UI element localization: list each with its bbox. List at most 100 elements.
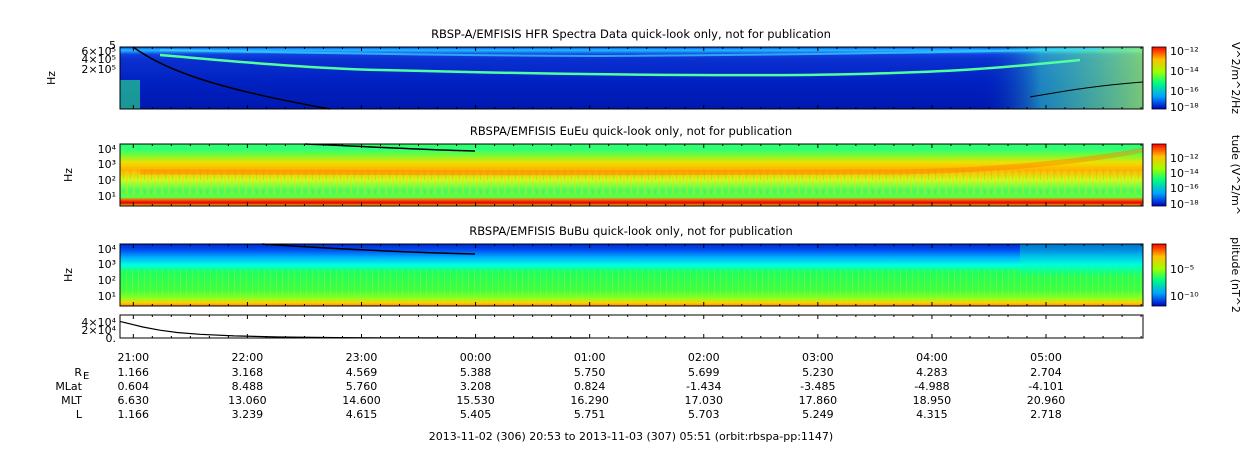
p1-cbtick-1: 10⁻¹⁴	[1170, 65, 1199, 78]
p2-cbtick-2: 10⁻¹⁶	[1170, 182, 1199, 195]
p3-ytick-0: 10⁴	[98, 243, 117, 256]
ephemeris-value: 3.168	[232, 366, 264, 379]
footer-time-range: 2013-11-02 (306) 20:53 to 2013-11-03 (30…	[429, 430, 833, 443]
x-tick-label: 21:00	[117, 351, 149, 364]
panel2-title: RBSPA/EMFISIS EuEu quick-look only, not …	[470, 124, 792, 138]
ephemeris-value: 20.960	[1027, 394, 1066, 407]
panel1-title: RBSP-A/EMFISIS HFR Spectra Data quick-lo…	[431, 27, 831, 41]
ephemeris-value: 5.230	[802, 366, 834, 379]
p1-ytick-1: 6×10⁵	[81, 45, 116, 58]
x-axis-labels: 21:00 22:00 23:00 00:00 01:00 02:00 03:00 04:00…	[117, 351, 1061, 364]
panel2-spectrogram	[120, 143, 1144, 206]
p3-ytick-3: 10¹	[98, 290, 116, 303]
ephemeris-value: 5.703	[688, 408, 720, 421]
ephemeris-value: -3.485	[800, 380, 835, 393]
p4-ytick-1: 2×10⁴	[81, 324, 116, 337]
ephemeris-row-label: L	[76, 408, 83, 421]
p1-cbtick-3: 10⁻¹⁸	[1170, 101, 1199, 114]
ephemeris-value: 5.249	[802, 408, 834, 421]
x-tick-label: 22:00	[232, 351, 264, 364]
x-tick-label: 05:00	[1030, 351, 1062, 364]
ephemeris-row-label: MLat	[55, 380, 82, 393]
p2-ytick-1: 10³	[98, 158, 116, 171]
ephemeris-row-label: MLT	[61, 394, 82, 407]
ephemeris-value: 1.166	[118, 366, 150, 379]
p3-cbtick-1: 10⁻¹⁰	[1170, 290, 1199, 303]
ephemeris-value: 5.750	[574, 366, 606, 379]
p2-ytick-2: 10²	[98, 174, 116, 187]
ephemeris-value: 5.751	[574, 408, 606, 421]
p1-cbtick-2: 10⁻¹⁶	[1170, 85, 1199, 98]
ephemeris-value: 0.604	[118, 380, 150, 393]
panel3-title: RBSPA/EMFISIS BuBu quick-look only, not …	[469, 224, 793, 238]
ephemeris-value: 16.290	[570, 394, 609, 407]
p3-ylabel: Hz	[62, 268, 75, 282]
panel4-line	[119, 320, 588, 339]
ephemeris-value: -4.988	[914, 380, 949, 393]
ephemeris-value: -1.434	[686, 380, 721, 393]
panel2-emission-band	[139, 147, 1144, 176]
p1-cblabel: V^2/m^2/Hz	[1229, 42, 1242, 114]
ephemeris-value: 18.950	[913, 394, 952, 407]
p4-ytick-2: 0.	[106, 332, 117, 345]
p1-ylabel: Hz	[45, 71, 58, 85]
panel1-spectrogram	[120, 46, 1144, 110]
x-axis-ticks	[132, 47, 1142, 338]
x-tick-label: 00:00	[460, 351, 492, 364]
ephemeris-value: 2.704	[1030, 366, 1062, 379]
panel3-spectrogram	[120, 243, 1143, 306]
p4-ytick-0: 4×10⁴	[81, 316, 116, 329]
x-tick-label: 01:00	[574, 351, 606, 364]
ephemeris-value: 6.630	[118, 394, 150, 407]
p1-ytick-0: 5	[109, 39, 116, 52]
ephemeris-value: 14.600	[342, 394, 381, 407]
ephemeris-row-subscript: E	[83, 371, 89, 382]
ephemeris-value: 4.315	[916, 408, 948, 421]
ephemeris-value: 5.760	[346, 380, 378, 393]
p3-ytick-1: 10³	[98, 258, 116, 271]
panel4-frame	[119, 314, 1144, 339]
p2-cbtick-1: 10⁻¹⁴	[1170, 167, 1199, 180]
x-tick-label: 23:00	[346, 351, 378, 364]
ephemeris-value: 5.388	[460, 366, 492, 379]
p1-colorbar	[1151, 46, 1167, 110]
panel1-plasma-line	[132, 46, 331, 110]
ephemeris-value: 17.860	[799, 394, 838, 407]
p2-cbtick-3: 10⁻¹⁸	[1170, 198, 1199, 211]
p1-ytick-3: 2×10⁵	[81, 63, 116, 76]
x-tick-label: 02:00	[688, 351, 720, 364]
ephemeris-value: 17.030	[685, 394, 724, 407]
ephemeris-value: 1.166	[118, 408, 150, 421]
ephemeris-value: 0.824	[574, 380, 606, 393]
ephemeris-value: 8.488	[232, 380, 264, 393]
ephemeris-value: 3.208	[460, 380, 492, 393]
p3-colorbar	[1151, 243, 1167, 307]
ephemeris-value: 5.405	[460, 408, 492, 421]
x-tick-label: 03:00	[802, 351, 834, 364]
p3-cbtick-0: 10⁻⁵	[1170, 263, 1194, 276]
p3-cblabel: plitude (nT^2	[1229, 237, 1242, 313]
ephemeris-table: R E 1.166 3.168 4.569 5.388 5.750 5.699 5.230 4.2…	[55, 366, 1065, 421]
ephemeris-value: 4.283	[916, 366, 948, 379]
panel3-gyro-line	[261, 243, 476, 255]
p2-cbtick-0: 10⁻¹²	[1170, 152, 1199, 165]
ephemeris-value: 3.239	[232, 408, 264, 421]
p1-cbtick-0: 10⁻¹²	[1170, 45, 1199, 58]
p2-ylabel: Hz	[62, 168, 75, 182]
x-tick-label: 04:00	[916, 351, 948, 364]
ephemeris-value: 15.530	[456, 394, 495, 407]
ephemeris-value: 2.718	[1030, 408, 1062, 421]
p2-colorbar	[1151, 143, 1167, 207]
ephemeris-value: 4.569	[346, 366, 378, 379]
ephemeris-row-label: R	[74, 366, 82, 379]
panel2-gyro-line	[304, 143, 476, 152]
ephemeris-value: 5.699	[688, 366, 720, 379]
ephemeris-value: -4.101	[1028, 380, 1063, 393]
panel1-emission-band-upper	[159, 48, 1101, 58]
p3-ytick-2: 10²	[98, 274, 116, 287]
p2-ytick-0: 10⁴	[98, 143, 117, 156]
p1-ytick-2: 4×10⁵	[81, 53, 116, 66]
p2-cblabel: tude (V^2/m^	[1229, 135, 1242, 215]
panel1-emission-band	[159, 53, 1081, 77]
